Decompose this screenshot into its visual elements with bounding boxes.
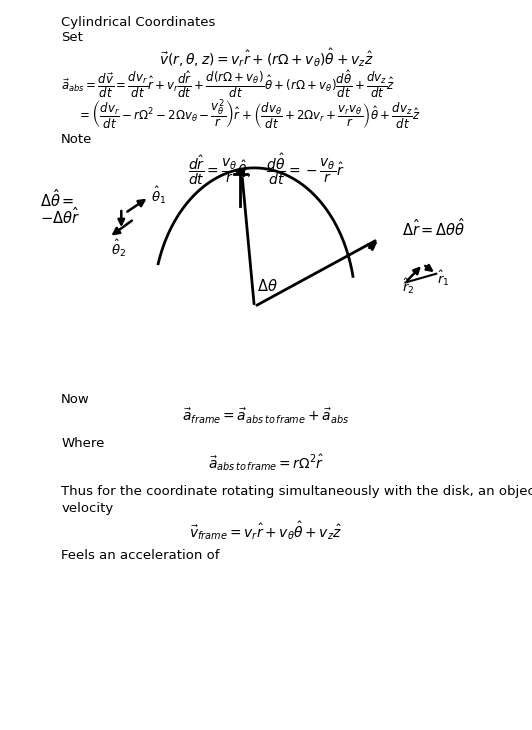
Text: $\Delta\hat{\theta}=$: $\Delta\hat{\theta}=$ bbox=[40, 188, 74, 210]
Text: $\vec{a}_{frame} = \vec{a}_{abs\,to\,frame} + \vec{a}_{abs}$: $\vec{a}_{frame} = \vec{a}_{abs\,to\,fra… bbox=[182, 407, 350, 426]
Text: Now: Now bbox=[61, 393, 90, 406]
Text: $\Delta\hat{r}=\Delta\theta\hat{\theta}$: $\Delta\hat{r}=\Delta\theta\hat{\theta}$ bbox=[402, 217, 466, 239]
Text: $\dfrac{d\hat{r}}{dt} = \dfrac{v_\theta}{r}\hat{\theta},\quad \dfrac{d\hat{\thet: $\dfrac{d\hat{r}}{dt} = \dfrac{v_\theta}… bbox=[188, 151, 344, 187]
Text: $\hat{\theta}_1$: $\hat{\theta}_1$ bbox=[151, 184, 166, 206]
Text: $\hat{r}_1$: $\hat{r}_1$ bbox=[437, 269, 450, 288]
Text: Feels an acceleration of: Feels an acceleration of bbox=[61, 549, 220, 562]
Text: velocity: velocity bbox=[61, 502, 113, 515]
Text: Thus for the coordinate rotating simultaneously with the disk, an object with th: Thus for the coordinate rotating simulta… bbox=[61, 485, 532, 499]
Text: $\vec{v}(r,\theta,z) = v_r\hat{r} + (r\Omega + v_\theta)\hat{\theta} + v_z\hat{z: $\vec{v}(r,\theta,z) = v_r\hat{r} + (r\O… bbox=[159, 47, 373, 69]
Text: $= \left(\dfrac{dv_r}{dt} - r\Omega^2 - 2\Omega v_\theta - \dfrac{v_\theta^2}{r}: $= \left(\dfrac{dv_r}{dt} - r\Omega^2 - … bbox=[77, 97, 421, 131]
Text: $\hat{\theta}_2$: $\hat{\theta}_2$ bbox=[111, 237, 126, 259]
Text: $-\Delta\theta\hat{r}$: $-\Delta\theta\hat{r}$ bbox=[40, 207, 80, 227]
Text: $\vec{a}_{abs\,to\,frame} = r\Omega^2\hat{r}$: $\vec{a}_{abs\,to\,frame} = r\Omega^2\ha… bbox=[208, 453, 324, 473]
Text: Where: Where bbox=[61, 437, 105, 450]
Text: Cylindrical Coordinates: Cylindrical Coordinates bbox=[61, 16, 215, 29]
Text: Set: Set bbox=[61, 31, 83, 44]
Text: $\vec{v}_{frame} = v_r\hat{r} + v_\theta\hat{\theta} + v_z\hat{z}$: $\vec{v}_{frame} = v_r\hat{r} + v_\theta… bbox=[189, 519, 343, 542]
Text: Note: Note bbox=[61, 133, 93, 146]
Text: $\hat{r}_2$: $\hat{r}_2$ bbox=[402, 277, 414, 296]
Text: $\vec{a}_{abs} = \dfrac{d\vec{v}}{dt} = \dfrac{dv_r}{dt}\hat{r} + v_r\dfrac{d\ha: $\vec{a}_{abs} = \dfrac{d\vec{v}}{dt} = … bbox=[61, 68, 395, 99]
Text: $\Delta\theta$: $\Delta\theta$ bbox=[257, 278, 278, 294]
